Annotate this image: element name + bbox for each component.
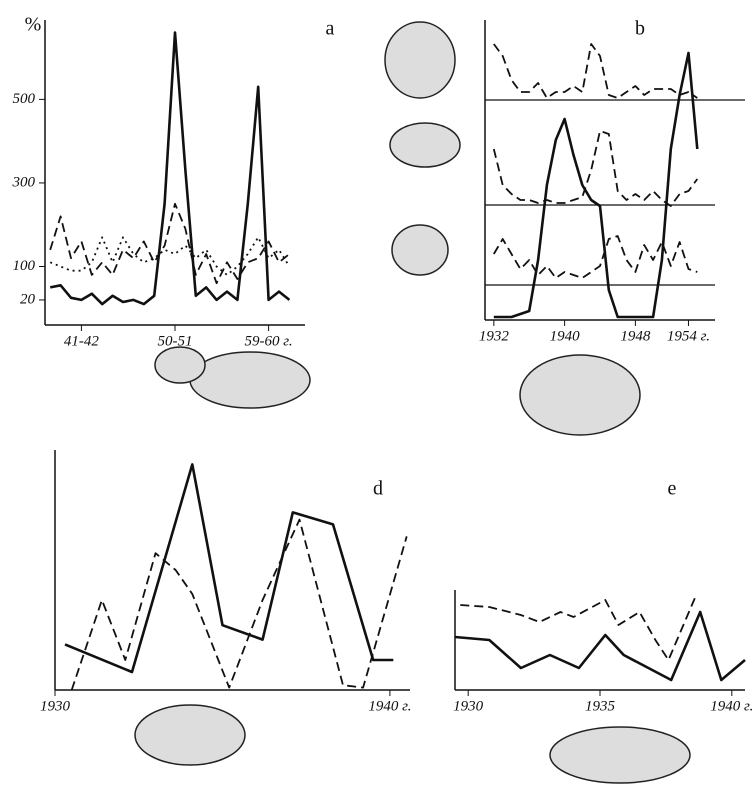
series-line — [49, 236, 291, 276]
x-tick-label: 1940 г. — [368, 698, 411, 714]
y-tick-label: 300 — [12, 174, 36, 190]
x-tick-label: 1932 — [479, 328, 510, 344]
y-tick-label: 20 — [20, 291, 36, 307]
vole — [391, 224, 449, 276]
series-line — [493, 51, 699, 319]
x-tick-label: 41-42 — [64, 333, 99, 349]
x-tick-label: 59-60 г. — [245, 333, 293, 349]
squirrel — [134, 704, 246, 766]
x-tick-label: 50-51 — [158, 333, 193, 349]
marten — [389, 122, 461, 168]
panel-label: a — [326, 18, 335, 40]
x-tick-label: 1940 — [550, 328, 581, 344]
series-line — [460, 597, 696, 661]
hare — [519, 354, 641, 436]
x-tick-label: 1935 — [585, 698, 616, 714]
series-line — [492, 130, 699, 207]
series-line — [49, 31, 291, 306]
y-axis-label: % — [25, 14, 42, 36]
x-tick-label: 1954 г. — [667, 328, 710, 344]
y-tick-label: 100 — [13, 258, 36, 274]
series-line — [454, 610, 746, 682]
series-line — [493, 235, 698, 279]
x-tick-label: 1948 — [620, 328, 651, 344]
y-tick-label: 500 — [13, 91, 36, 107]
series-line — [64, 463, 394, 674]
series-line — [49, 202, 290, 285]
illustrations — [134, 21, 745, 784]
panel-label: d — [373, 478, 383, 500]
x-tick-label: 1940 г. — [710, 698, 753, 714]
series-line — [70, 518, 408, 691]
series-line — [493, 43, 698, 99]
panel-label: e — [668, 478, 677, 500]
shrew — [549, 726, 691, 784]
x-tick-label: 1930 — [453, 698, 484, 714]
x-tick-label: 1930 — [40, 698, 71, 714]
lynx — [384, 21, 456, 99]
panel-label: b — [635, 18, 645, 40]
ferret-head — [154, 346, 206, 384]
ferret — [189, 351, 311, 409]
